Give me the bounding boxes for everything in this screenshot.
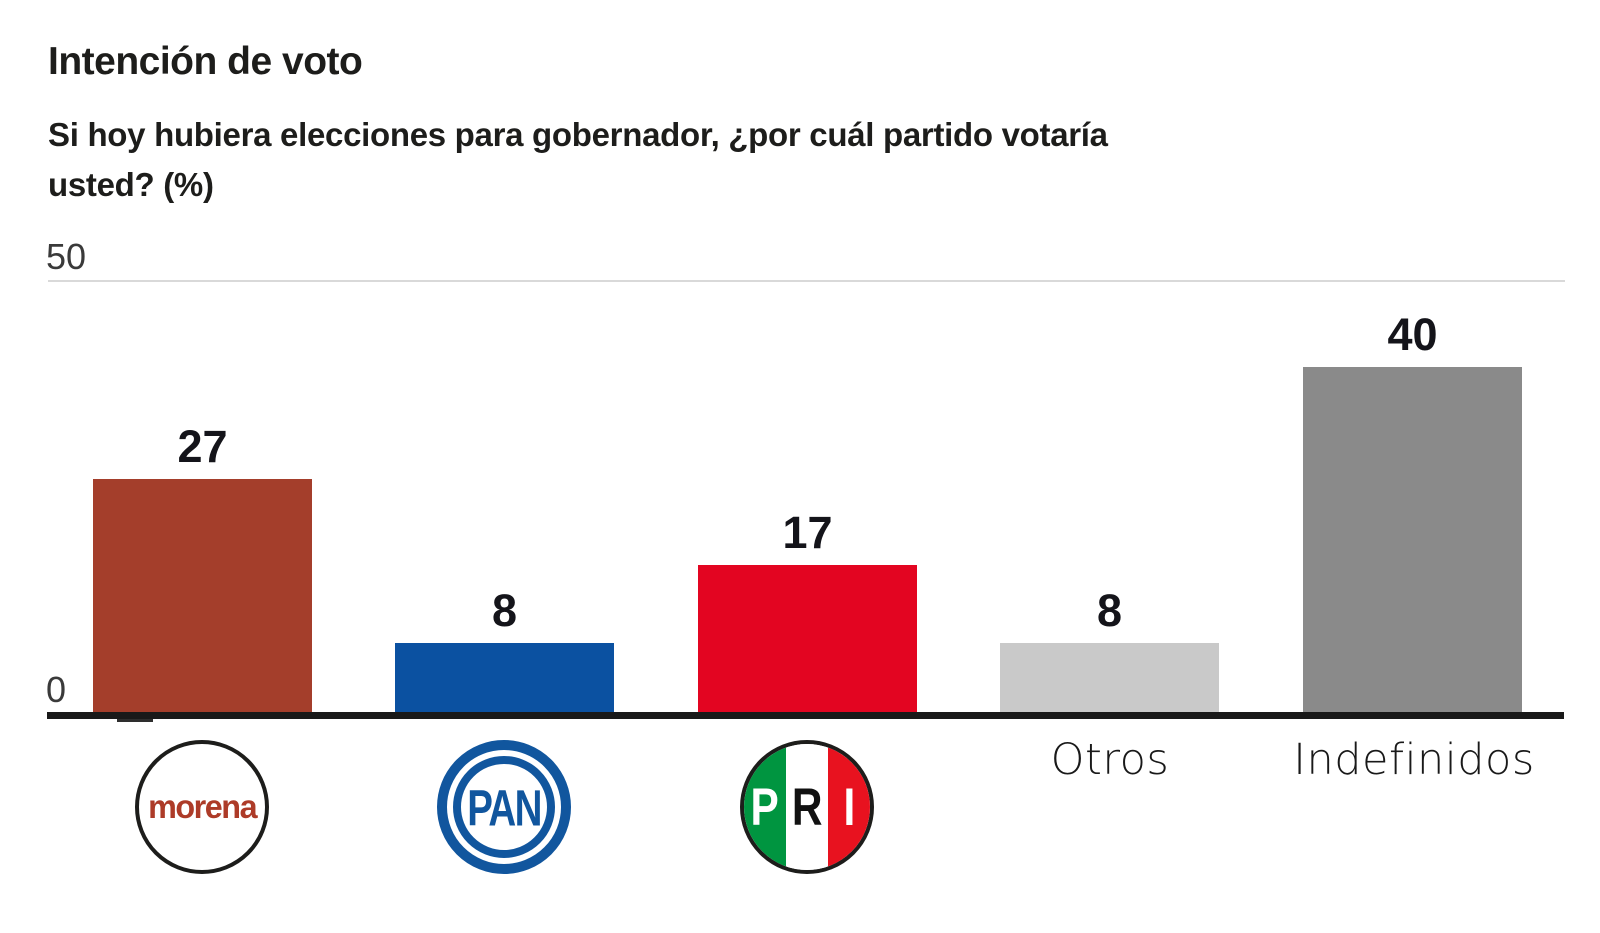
bar-column-0: 27 — [93, 212, 312, 712]
x-axis-baseline — [47, 712, 1564, 719]
bar-value-indefinidos: 40 — [1387, 309, 1438, 360]
pri-logo-letter-p: P — [750, 777, 780, 837]
chart-title: Intención de voto — [48, 40, 363, 83]
morena-logo: morena — [135, 740, 269, 874]
pri-logo-letter-r: R — [791, 777, 823, 837]
bar-column-4: 40 — [1303, 212, 1522, 712]
bar-column-1: 8 — [395, 212, 614, 712]
pri-logo: P R I — [740, 740, 874, 874]
pan-logo-text: PAN — [467, 778, 542, 836]
bar-otros — [1000, 643, 1219, 712]
bar-value-pan: 8 — [491, 585, 518, 636]
pri-logo-green-stripe: P — [744, 744, 786, 870]
bar-value-pri: 17 — [782, 507, 833, 558]
bar-pri — [698, 565, 917, 712]
pan-logo-inner-ring-icon — [453, 756, 555, 858]
morena-logo-text: morena — [147, 788, 257, 825]
bar-indefinidos — [1303, 367, 1522, 712]
axis-notch — [117, 719, 153, 722]
bar-value-otros: 8 — [1096, 585, 1123, 636]
chart-subtitle: Si hoy hubiera elecciones para gobernado… — [48, 110, 1108, 210]
gridline-50 — [48, 280, 1565, 282]
bar-column-2: 17 — [698, 212, 917, 712]
bar-value-morena: 27 — [177, 421, 228, 472]
x-label-indefinidos: Indefinidos — [1293, 735, 1535, 785]
chart-subtitle-line-2: usted? (%) — [48, 166, 214, 203]
y-axis-tick-0: 0 — [46, 669, 67, 710]
pri-logo-white-stripe: R — [786, 744, 828, 870]
pri-logo-red-stripe: I — [828, 744, 870, 870]
pan-logo: PAN — [437, 740, 571, 874]
bar-column-3: 8 — [1000, 212, 1219, 712]
pan-logo-outer-ring-icon — [437, 740, 571, 874]
x-label-otros: Otros — [1050, 735, 1170, 785]
pri-logo-letter-i: I — [843, 777, 855, 837]
y-axis-tick-50: 50 — [46, 236, 87, 277]
chart-subtitle-line-1: Si hoy hubiera elecciones para gobernado… — [48, 116, 1108, 153]
bar-morena — [93, 479, 312, 712]
bar-pan — [395, 643, 614, 712]
